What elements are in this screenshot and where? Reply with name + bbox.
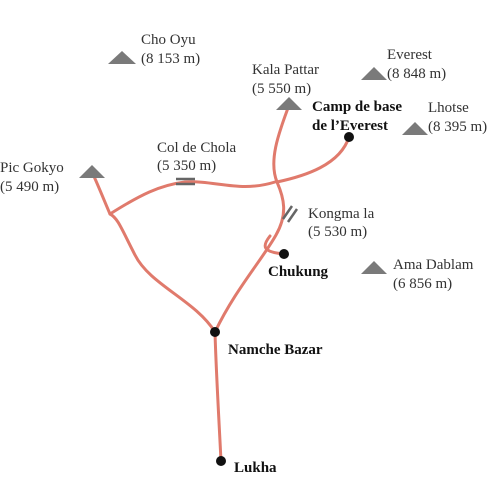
place-name: Chukung — [268, 264, 329, 280]
peak-icon — [276, 97, 302, 110]
peak-elevation: (5 490 m) — [0, 179, 59, 195]
place-dot — [210, 327, 220, 337]
place-dot — [279, 249, 289, 259]
peak-icon — [361, 67, 387, 80]
place-name: Namche Bazar — [228, 342, 323, 358]
pass-name: Kongma la — [308, 206, 375, 222]
labels: Cho Oyu (8 153 m) Kala Pattar (5 550 m) … — [0, 32, 487, 476]
peak-name: Everest — [387, 47, 433, 63]
peak-icon — [108, 51, 136, 64]
place-name: Camp de base — [312, 99, 402, 115]
route — [213, 330, 223, 463]
pass-elevation: (5 530 m) — [308, 224, 367, 240]
route — [275, 135, 351, 184]
peak-elevation: (6 856 m) — [393, 276, 452, 292]
pass-name: Col de Chola — [157, 140, 237, 156]
peak-elevation: (8 395 m) — [428, 119, 487, 135]
peak-icon — [402, 122, 428, 135]
peak-name: Kala Pattar — [252, 62, 319, 78]
peak-elevation: (8 848 m) — [387, 66, 446, 82]
route — [213, 180, 286, 334]
pass-elevation: (5 350 m) — [157, 158, 216, 174]
peak-name: Pic Gokyo — [0, 160, 64, 176]
routes — [90, 106, 351, 463]
peak-name: Ama Dablam — [393, 257, 474, 273]
route — [272, 106, 290, 184]
peak-icons — [79, 51, 428, 274]
place-dot — [216, 456, 226, 466]
route — [108, 180, 277, 216]
place-name: Lukha — [234, 460, 277, 476]
place-dots — [210, 132, 354, 466]
pass-marker — [286, 208, 299, 223]
peak-elevation: (8 153 m) — [141, 51, 200, 67]
peak-name: Cho Oyu — [141, 32, 196, 48]
peak-name: Lhotse — [428, 100, 469, 116]
route — [90, 170, 217, 334]
place-dot — [344, 132, 354, 142]
peak-icon — [361, 261, 387, 274]
peak-elevation: (5 550 m) — [252, 81, 311, 97]
pass-marker — [281, 205, 294, 220]
peak-icon — [79, 165, 105, 178]
place-name: de l’Everest — [312, 118, 388, 134]
pass-markers — [176, 177, 299, 223]
